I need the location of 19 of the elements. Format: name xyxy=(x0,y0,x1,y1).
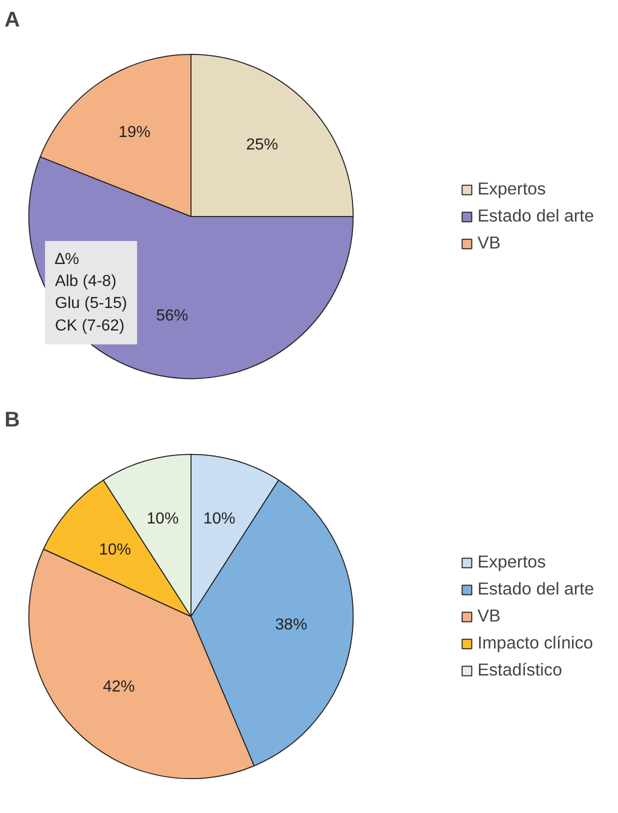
chart-title: A xyxy=(4,8,20,32)
data-label: 42% xyxy=(102,678,135,696)
data-label: 38% xyxy=(275,616,308,634)
data-label: 19% xyxy=(118,124,150,142)
legend-label: Expertos xyxy=(477,552,546,572)
data-label: 10% xyxy=(146,510,179,528)
text: ∆% Alb (4-8) Glu (5-15) CK (7-62) xyxy=(55,251,128,334)
data-label: 10% xyxy=(203,510,236,528)
legend-label: Impacto clínico xyxy=(477,632,594,654)
legend-label: Estadístico xyxy=(477,660,562,680)
data-label: 25% xyxy=(246,136,278,154)
legend-label: Expertos xyxy=(477,178,546,200)
data-label: 10% xyxy=(98,542,132,559)
legend-label: Estado del arte xyxy=(477,578,594,600)
legend-label: VB xyxy=(477,232,501,254)
chart-title: B xyxy=(4,408,20,432)
legend-label: VB xyxy=(477,606,501,626)
data-label: 56% xyxy=(156,308,188,325)
legend-label: Estado del arte xyxy=(477,206,594,226)
